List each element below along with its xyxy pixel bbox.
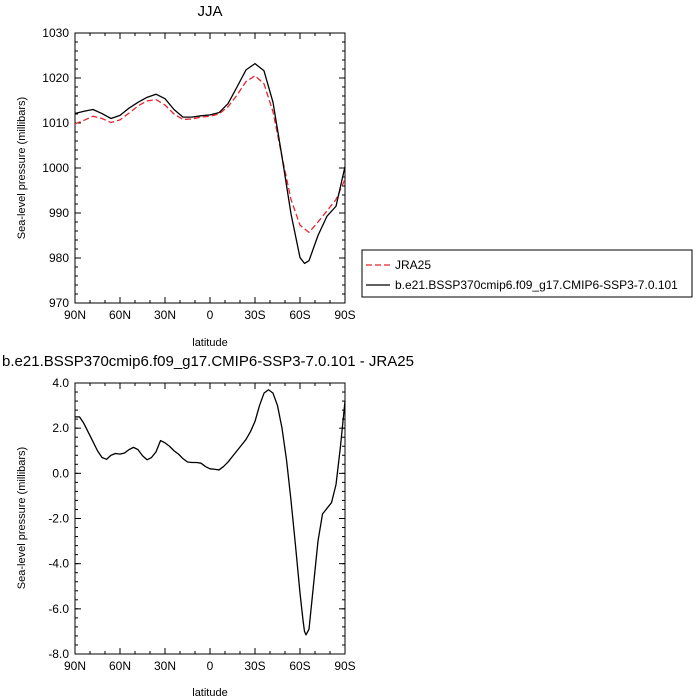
top-xtick-label: 60S bbox=[289, 308, 310, 322]
bottom-series-group bbox=[75, 389, 346, 636]
bottom-plot-frame bbox=[74, 382, 346, 655]
top-ytick-label: 1010 bbox=[42, 116, 69, 130]
bottom-panel: b.e21.BSSP370cmip6.f09_g17.CMIP6-SSP3-7.… bbox=[2, 353, 414, 699]
top-chart-title: JJA bbox=[197, 3, 222, 20]
bottom-ytick-label: 4.0 bbox=[52, 376, 69, 390]
bottom-ytick-label: -4.0 bbox=[48, 557, 69, 571]
legend-label-jra25: JRA25 bbox=[395, 258, 431, 272]
top-series-line-0 bbox=[74, 75, 346, 234]
bottom-xtick-label: 30S bbox=[244, 659, 265, 673]
bottom-ytick-label: 0.0 bbox=[52, 466, 69, 480]
bottom-xtick-label: 30N bbox=[154, 659, 176, 673]
bottom-xtick-label: 60N bbox=[109, 659, 131, 673]
top-ytick-label: 1030 bbox=[42, 26, 69, 40]
bottom-xlabel: latitude bbox=[192, 687, 227, 699]
top-ytick-label: 990 bbox=[49, 206, 69, 220]
bottom-ytick-label: -6.0 bbox=[48, 602, 69, 616]
top-xtick-label: 30S bbox=[244, 308, 265, 322]
bottom-ytick-label: -8.0 bbox=[48, 647, 69, 661]
top-ytick-label: 1020 bbox=[42, 71, 69, 85]
bottom-xtick-label: 90N bbox=[64, 659, 86, 673]
bottom-series-line-0 bbox=[75, 389, 346, 636]
top-ytick-label: 980 bbox=[49, 251, 69, 265]
top-xlabel: latitude bbox=[192, 337, 227, 349]
top-xtick-label: 0 bbox=[207, 308, 214, 322]
bottom-ticks: 90N 60N 30N 0 30S 60S 90S -8.0 -6.0 -4.0 -2.0 0.0 2.… bbox=[48, 376, 355, 673]
top-series-line-1 bbox=[74, 62, 346, 265]
bottom-chart-title: b.e21.BSSP370cmip6.f09_g17.CMIP6-SSP3-7.… bbox=[2, 353, 414, 370]
top-ytick-label: 1000 bbox=[42, 161, 69, 175]
top-xtick-label: 90S bbox=[334, 308, 355, 322]
bottom-ylabel: Sea-level pressure (millibars) bbox=[16, 447, 28, 589]
legend-label-model: b.e21.BSSP370cmip6.f09_g17.CMIP6-SSP3-7.… bbox=[395, 278, 678, 292]
legend: JRA25 b.e21.BSSP370cmip6.f09_g17.CMIP6-S… bbox=[361, 249, 693, 298]
top-series-group bbox=[74, 62, 346, 265]
top-xtick-label: 90N bbox=[64, 308, 86, 322]
bottom-xtick-label: 90S bbox=[334, 659, 355, 673]
bottom-ytick-label: -2.0 bbox=[48, 512, 69, 526]
legend-box bbox=[361, 249, 693, 298]
top-xtick-label: 30N bbox=[154, 308, 176, 322]
top-ytick-label: 970 bbox=[49, 296, 69, 310]
top-xtick-label: 60N bbox=[109, 308, 131, 322]
bottom-xtick-label: 0 bbox=[207, 659, 214, 673]
bottom-xtick-label: 60S bbox=[289, 659, 310, 673]
bottom-ytick-label: 2.0 bbox=[52, 421, 69, 435]
top-ticks: 90N 60N 30N 0 30S 60S 90S 970 980 990 1000 1010 1020… bbox=[42, 26, 355, 322]
top-ylabel: Sea-level pressure (millibars) bbox=[16, 97, 28, 239]
top-panel: JJA 90N 60N 30N 0 30S 60S 90S 970 980 990 1000 1010… bbox=[16, 3, 356, 349]
